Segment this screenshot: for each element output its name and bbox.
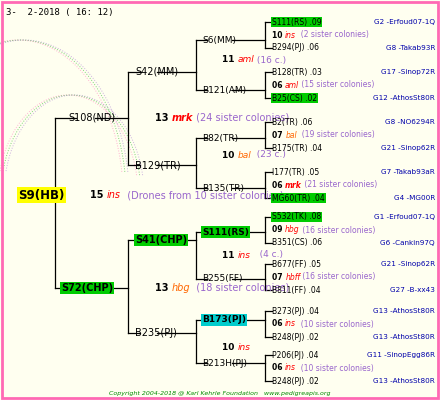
Text: 10: 10 <box>222 150 238 160</box>
Text: 10: 10 <box>272 30 285 40</box>
Text: 13: 13 <box>155 113 172 123</box>
Text: B121(AM): B121(AM) <box>202 86 246 94</box>
Text: aml: aml <box>285 80 299 90</box>
Text: B811(FF) .04: B811(FF) .04 <box>272 286 321 294</box>
Text: (Drones from 10 sister colonies): (Drones from 10 sister colonies) <box>121 190 283 200</box>
Text: (24 sister colonies): (24 sister colonies) <box>193 113 290 123</box>
Text: mrk: mrk <box>172 113 193 123</box>
Text: G17 -Sinop72R: G17 -Sinop72R <box>381 69 435 75</box>
Text: B351(CS) .06: B351(CS) .06 <box>272 238 322 248</box>
Text: mrk: mrk <box>285 180 302 190</box>
Text: G13 -AthosSt80R: G13 -AthosSt80R <box>373 334 435 340</box>
Text: 13: 13 <box>155 283 172 293</box>
Text: B128(TR) .03: B128(TR) .03 <box>272 68 322 76</box>
Text: 06: 06 <box>272 320 285 328</box>
Text: 11: 11 <box>222 250 238 260</box>
Text: B248(PJ) .02: B248(PJ) .02 <box>272 332 319 342</box>
Text: ins: ins <box>285 364 296 372</box>
Text: B294(PJ) .06: B294(PJ) .06 <box>272 44 319 52</box>
Text: 07: 07 <box>272 272 285 282</box>
Text: 11: 11 <box>222 56 238 64</box>
Text: S111(RS) .09: S111(RS) .09 <box>272 18 322 26</box>
Text: (4 c.): (4 c.) <box>251 250 282 260</box>
Text: G2 -Erfoud07-1Q: G2 -Erfoud07-1Q <box>374 19 435 25</box>
Text: B2(TR) .06: B2(TR) .06 <box>272 118 312 126</box>
Text: (10 sister colonies): (10 sister colonies) <box>296 364 374 372</box>
Text: (15 sister colonies): (15 sister colonies) <box>299 80 374 90</box>
Text: G8 -NO6294R: G8 -NO6294R <box>385 119 435 125</box>
Text: (16 sister colonies): (16 sister colonies) <box>300 272 376 282</box>
Text: B82(TR): B82(TR) <box>202 134 238 142</box>
Text: G13 -AthosSt80R: G13 -AthosSt80R <box>373 378 435 384</box>
Text: S9(HB): S9(HB) <box>18 188 64 202</box>
Text: S72(CHP): S72(CHP) <box>61 283 113 293</box>
Text: bal: bal <box>285 130 297 140</box>
Text: B235(PJ): B235(PJ) <box>135 328 177 338</box>
Text: hbg: hbg <box>172 283 191 293</box>
Text: 10: 10 <box>222 342 238 352</box>
Text: G6 -Cankin97Q: G6 -Cankin97Q <box>380 240 435 246</box>
Text: (21 sister colonies): (21 sister colonies) <box>302 180 377 190</box>
Text: hbg: hbg <box>285 226 300 234</box>
Text: S111(RS): S111(RS) <box>202 228 249 236</box>
Text: G1 -Erfoud07-1Q: G1 -Erfoud07-1Q <box>374 214 435 220</box>
Text: G21 -Sinop62R: G21 -Sinop62R <box>381 261 435 267</box>
Text: G27 -B-xx43: G27 -B-xx43 <box>390 287 435 293</box>
Text: (16 c.): (16 c.) <box>254 56 286 64</box>
Text: (18 sister colonies): (18 sister colonies) <box>191 283 290 293</box>
Text: G7 -Takab93aR: G7 -Takab93aR <box>381 169 435 175</box>
Text: ins: ins <box>107 190 121 200</box>
Text: (10 sister colonies): (10 sister colonies) <box>296 320 374 328</box>
Text: 09: 09 <box>272 226 285 234</box>
Text: (2 sister colonies): (2 sister colonies) <box>296 30 369 40</box>
Text: G13 -AthosSt80R: G13 -AthosSt80R <box>373 308 435 314</box>
Text: G11 -SinopEgg86R: G11 -SinopEgg86R <box>367 352 435 358</box>
Text: B129(TR): B129(TR) <box>135 160 181 170</box>
Text: 06: 06 <box>272 80 285 90</box>
Text: S108(ND): S108(ND) <box>68 113 115 123</box>
Text: 06: 06 <box>272 180 285 190</box>
Text: G4 -MG00R: G4 -MG00R <box>394 195 435 201</box>
Text: bal: bal <box>238 150 251 160</box>
Text: ins: ins <box>285 30 296 40</box>
Text: 3-  2-2018 ( 16: 12): 3- 2-2018 ( 16: 12) <box>6 8 114 17</box>
Text: B175(TR) .04: B175(TR) .04 <box>272 144 322 152</box>
Text: B255(FF): B255(FF) <box>202 274 242 284</box>
Text: G12 -AthosSt80R: G12 -AthosSt80R <box>373 95 435 101</box>
Text: Copyright 2004-2018 @ Karl Kehrle Foundation   www.pedigreapis.org: Copyright 2004-2018 @ Karl Kehrle Founda… <box>109 391 331 396</box>
Text: ins: ins <box>238 342 250 352</box>
Text: B677(FF) .05: B677(FF) .05 <box>272 260 321 268</box>
Text: B248(PJ) .02: B248(PJ) .02 <box>272 376 319 386</box>
Text: B273(PJ) .04: B273(PJ) .04 <box>272 306 319 316</box>
Text: hbff: hbff <box>285 272 300 282</box>
Text: G8 -Takab93R: G8 -Takab93R <box>385 45 435 51</box>
Text: 07: 07 <box>272 130 285 140</box>
Text: (23 c.): (23 c.) <box>251 150 286 160</box>
Text: B213H(PJ): B213H(PJ) <box>202 358 247 368</box>
Text: B25(CS) .02: B25(CS) .02 <box>272 94 317 102</box>
Text: 06: 06 <box>272 364 285 372</box>
Text: S532(TK) .08: S532(TK) .08 <box>272 212 321 222</box>
Text: 15: 15 <box>90 190 107 200</box>
Text: S6(MM): S6(MM) <box>202 36 236 44</box>
Text: ins: ins <box>285 320 296 328</box>
Text: S41(CHP): S41(CHP) <box>135 235 187 245</box>
Text: G21 -Sinop62R: G21 -Sinop62R <box>381 145 435 151</box>
Text: B173(PJ): B173(PJ) <box>202 316 246 324</box>
Text: S42(MM): S42(MM) <box>135 67 178 77</box>
Text: MG60(TR) .04: MG60(TR) .04 <box>272 194 325 202</box>
Text: (16 sister colonies): (16 sister colonies) <box>300 226 375 234</box>
Text: I177(TR) .05: I177(TR) .05 <box>272 168 319 176</box>
Text: ins: ins <box>238 250 251 260</box>
Text: (19 sister colonies): (19 sister colonies) <box>297 130 374 140</box>
Text: P206(PJ) .04: P206(PJ) .04 <box>272 350 319 360</box>
Text: aml: aml <box>238 56 254 64</box>
Text: B135(TR): B135(TR) <box>202 184 244 192</box>
